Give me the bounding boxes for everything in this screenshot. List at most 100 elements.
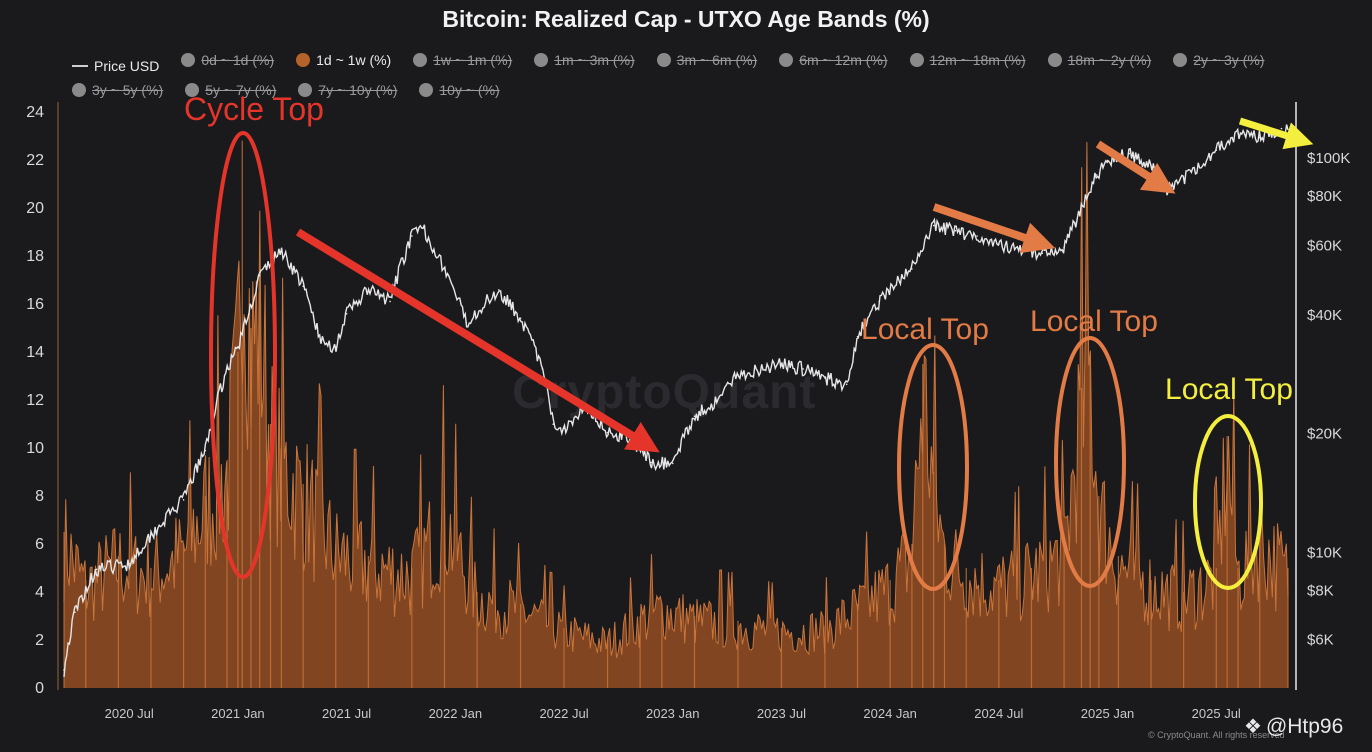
left-tick-label: 6 bbox=[35, 536, 44, 553]
data-point-price bbox=[1237, 132, 1239, 134]
data-point-price bbox=[878, 301, 880, 303]
left-tick-label: 20 bbox=[26, 200, 44, 217]
right-tick-label: $80K bbox=[1307, 188, 1342, 205]
data-point-price bbox=[498, 289, 500, 291]
annotation-label: Local Top bbox=[861, 313, 989, 346]
author-handle: ❖ @Htp96 bbox=[1244, 714, 1343, 739]
left-tick-label: 14 bbox=[26, 344, 44, 361]
x-tick-label: 2022 Jan bbox=[429, 706, 483, 721]
data-point-price bbox=[259, 275, 261, 277]
data-point-price bbox=[998, 244, 1000, 246]
yellow-arrow bbox=[1240, 121, 1300, 140]
data-point-price bbox=[1183, 178, 1185, 180]
x-tick-label: 2025 Jan bbox=[1081, 706, 1135, 721]
data-point-price bbox=[320, 341, 322, 343]
data-point-price bbox=[824, 377, 826, 379]
data-point-price bbox=[541, 368, 543, 370]
right-tick-label: $20K bbox=[1307, 426, 1342, 443]
left-tick-label: 0 bbox=[35, 680, 44, 697]
annotation-label: Local Top bbox=[1030, 305, 1158, 338]
x-tick-label: 2023 Jan bbox=[646, 706, 700, 721]
x-tick-label: 2023 Jul bbox=[757, 706, 806, 721]
binance-logo-icon: ❖ bbox=[1244, 714, 1262, 739]
data-point-price bbox=[96, 568, 98, 570]
data-point-price bbox=[672, 463, 674, 465]
left-tick-label: 24 bbox=[26, 104, 44, 121]
data-point-price bbox=[368, 289, 370, 291]
right-tick-label: $60K bbox=[1307, 237, 1342, 254]
data-point-price bbox=[857, 336, 859, 338]
left-tick-label: 16 bbox=[26, 296, 44, 313]
x-tick-label: 2022 Jul bbox=[539, 706, 588, 721]
left-tick-label: 22 bbox=[26, 152, 44, 169]
data-point-price bbox=[520, 317, 522, 319]
data-point-price bbox=[955, 230, 957, 232]
data-point-price bbox=[346, 313, 348, 315]
x-tick-label: 2021 Jul bbox=[322, 706, 371, 721]
data-point-price bbox=[1020, 249, 1022, 251]
data-point-price bbox=[1128, 153, 1130, 155]
data-point-price bbox=[465, 322, 467, 324]
data-point-price bbox=[422, 227, 424, 229]
data-point-price bbox=[1107, 160, 1109, 162]
left-tick-label: 4 bbox=[35, 584, 44, 601]
data-point-price bbox=[563, 428, 565, 430]
data-point-price bbox=[1096, 174, 1098, 176]
right-tick-label: $40K bbox=[1307, 307, 1342, 324]
right-tick-label: $10K bbox=[1307, 544, 1342, 561]
left-tick-label: 2 bbox=[35, 632, 44, 649]
data-point-price bbox=[205, 450, 207, 452]
right-tick-label: $100K bbox=[1307, 150, 1350, 167]
data-point-price bbox=[1074, 222, 1076, 224]
data-point-price bbox=[150, 534, 152, 536]
right-tick-label: $6K bbox=[1307, 632, 1334, 649]
annotation-label: Cycle Top bbox=[184, 91, 324, 127]
data-point-price bbox=[802, 368, 804, 370]
data-point-price bbox=[128, 563, 130, 565]
handle-text: @Htp96 bbox=[1266, 715, 1343, 739]
x-tick-label: 2021 Jan bbox=[211, 706, 265, 721]
data-point-price bbox=[302, 285, 304, 287]
data-point-price bbox=[1063, 246, 1065, 248]
x-tick-label: 2024 Jan bbox=[863, 706, 917, 721]
down-trend-arrow bbox=[298, 232, 646, 444]
data-point-price bbox=[1215, 149, 1217, 151]
x-tick-label: 2020 Jul bbox=[105, 706, 154, 721]
data-point-price bbox=[933, 225, 935, 227]
data-point-price bbox=[63, 669, 65, 671]
data-point-price bbox=[335, 346, 337, 348]
left-tick-label: 10 bbox=[26, 440, 44, 457]
data-point-price bbox=[737, 374, 739, 376]
data-point-price bbox=[237, 346, 239, 348]
left-tick-label: 18 bbox=[26, 248, 44, 265]
left-tick-label: 12 bbox=[26, 392, 44, 409]
chart-svg: 024681012141618202224$6K$8K$10K$20K$40K$… bbox=[0, 0, 1372, 752]
data-point-price bbox=[846, 384, 848, 386]
data-point-price bbox=[226, 368, 228, 370]
data-point-price bbox=[607, 432, 609, 434]
data-point-price bbox=[976, 235, 978, 237]
data-point-price bbox=[411, 235, 413, 237]
data-point-price bbox=[911, 268, 913, 270]
data-point-price bbox=[281, 249, 283, 251]
x-tick-label: 2025 Jul bbox=[1192, 706, 1241, 721]
data-point-price bbox=[1150, 165, 1152, 167]
data-point-price bbox=[650, 462, 652, 464]
left-tick-label: 8 bbox=[35, 488, 44, 505]
data-point-price bbox=[389, 301, 391, 303]
annotation-label: Local Top bbox=[1165, 373, 1293, 406]
data-point-price bbox=[552, 423, 554, 425]
data-point-price bbox=[74, 612, 76, 614]
data-point-price bbox=[183, 499, 185, 501]
data-point-price bbox=[694, 415, 696, 417]
right-tick-label: $8K bbox=[1307, 582, 1334, 599]
data-point-price bbox=[248, 313, 250, 315]
data-point-price bbox=[1281, 128, 1283, 130]
data-point-price bbox=[444, 268, 446, 270]
data-point-price bbox=[1259, 137, 1261, 139]
data-point-price bbox=[715, 401, 717, 403]
data-point-price bbox=[639, 450, 641, 452]
data-point-price bbox=[1042, 252, 1044, 254]
x-tick-label: 2024 Jul bbox=[974, 706, 1023, 721]
data-point-price bbox=[781, 362, 783, 364]
